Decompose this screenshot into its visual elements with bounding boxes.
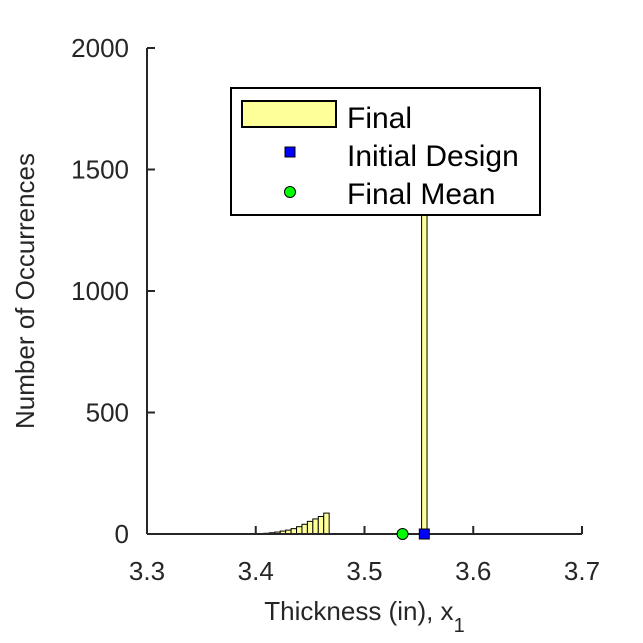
- y-tick-label: 1500: [71, 155, 129, 185]
- x-tick-label: 3.4: [238, 556, 274, 586]
- y-tick-label: 0: [115, 519, 129, 549]
- x-tick-label: 3.7: [564, 556, 600, 586]
- x-tick-label: 3.3: [129, 556, 165, 586]
- legend-marker-initial-design: [284, 146, 296, 158]
- legend-label-initial-design: Initial Design: [347, 140, 519, 173]
- legend[interactable]: Final Initial Design Final Mean: [230, 87, 541, 216]
- histogram-bar: [317, 516, 325, 535]
- legend-label-final: Final: [347, 102, 412, 135]
- x-ticks: 3.3 3.4 3.5 3.6 3.7: [129, 526, 600, 586]
- histogram-bar: [301, 523, 308, 535]
- x-tick-label: 3.6: [455, 556, 491, 586]
- x-axis-title-subscript: 1: [454, 615, 465, 637]
- markers: [396, 528, 430, 540]
- y-tick-label: 500: [86, 398, 129, 428]
- x-tick-label: 3.5: [346, 556, 382, 586]
- histogram-bar: [306, 520, 314, 535]
- legend-label-final-mean: Final Mean: [347, 178, 495, 211]
- y-tick-label: 2000: [71, 33, 129, 63]
- y-ticks: 0 500 1000 1500 2000: [71, 33, 155, 549]
- histogram-bar: [312, 518, 319, 535]
- x-axis-title-text: Thickness (in), x: [264, 596, 453, 626]
- histogram-bar: [323, 512, 330, 535]
- final-mean-marker: [396, 528, 409, 540]
- y-tick-label: 1000: [71, 276, 129, 306]
- y-axis-title: Number of Occurrences: [10, 153, 40, 429]
- x-axis-title: Thickness (in), x1: [264, 596, 464, 637]
- legend-marker-final-mean: [284, 186, 296, 198]
- histogram-bar: [296, 526, 303, 535]
- axes: 3.3 3.4 3.5 3.6 3.7 0 500 1000 1500 2000: [71, 33, 600, 586]
- legend-swatch-final: [241, 100, 337, 128]
- initial-design-marker: [418, 528, 430, 540]
